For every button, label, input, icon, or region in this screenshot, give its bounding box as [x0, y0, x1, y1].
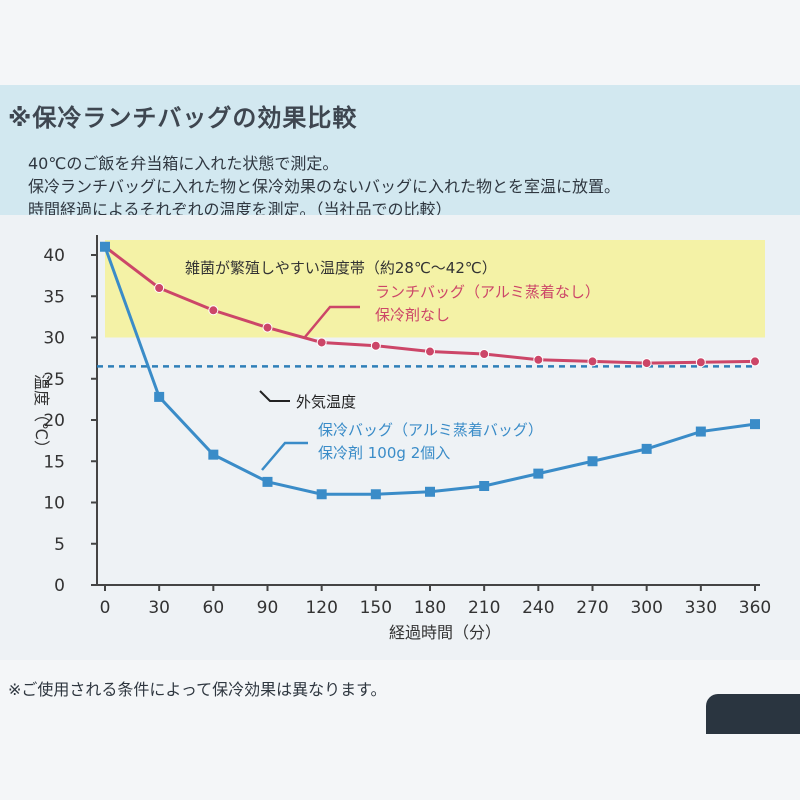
- x-tick-label: 210: [468, 598, 500, 618]
- x-tick-label: 300: [630, 598, 662, 618]
- data-point: [370, 340, 381, 351]
- data-point: [587, 356, 598, 367]
- data-point: [316, 337, 327, 348]
- description-line-1: 40℃のご飯を弁当箱に入れた状態で測定。: [28, 154, 339, 173]
- data-point: [479, 349, 490, 359]
- x-tick-label: 180: [414, 598, 446, 618]
- description-line-2: 保冷ランチバッグに入れた物と保冷効果のないバッグに入れた物とを室温に放置。: [28, 177, 621, 196]
- data-point: [750, 356, 760, 367]
- data-point: [587, 456, 598, 467]
- bacteria-band: [105, 240, 765, 338]
- data-point: [208, 449, 219, 460]
- y-tick-label: 10: [43, 494, 65, 514]
- data-point: [750, 419, 760, 430]
- data-point: [154, 283, 165, 293]
- data-point: [262, 476, 273, 487]
- data-point: [695, 357, 706, 368]
- y-tick-label: 35: [43, 287, 65, 307]
- x-axis-label: 経過時間（分）: [389, 623, 501, 642]
- page-title: ※保冷ランチバッグの効果比較: [8, 104, 358, 132]
- blue-series-label-line-1: 保冷バッグ（アルミ蒸着バッグ）: [318, 421, 543, 439]
- data-point: [479, 481, 490, 491]
- data-point: [695, 426, 706, 437]
- axes: 0 5 10 15 20 25 30 35 40 0 30 60 90 120 150 180 210 240 27…: [43, 235, 771, 618]
- y-tick-label: 15: [43, 452, 65, 472]
- data-point: [425, 346, 435, 357]
- x-tick-label: 360: [739, 598, 771, 618]
- y-tick-label: 0: [54, 576, 65, 596]
- y-tick-label: 25: [43, 370, 65, 390]
- series-group: [100, 241, 760, 500]
- data-point: [425, 486, 435, 497]
- corner-decoration: [706, 694, 800, 734]
- data-point: [316, 489, 327, 500]
- data-point: [641, 358, 652, 369]
- red-series-label-line-1: ランチバッグ（アルミ蒸着なし）: [375, 283, 600, 301]
- y-axis-label: 温度（℃）: [32, 374, 51, 456]
- x-tick-label: 150: [360, 598, 392, 618]
- band-label: 雑菌が繁殖しやすい温度帯（約28℃〜42℃）: [185, 259, 497, 277]
- x-tick-label: 330: [685, 598, 717, 618]
- x-tick-label: 90: [257, 598, 279, 618]
- red-series-label-line-2: 保冷剤なし: [375, 306, 450, 324]
- description-line-3: 時間経過によるそれぞれの温度を測定。（当社品での比較）: [28, 200, 452, 219]
- data-point: [262, 322, 273, 333]
- footnote: ※ご使用される条件によって保冷効果は異なります。: [8, 680, 387, 699]
- data-point: [641, 443, 652, 454]
- chart-panel: 雑菌が繁殖しやすい温度帯（約28℃〜42℃） 0 5 10 15 20 25 30 35 40 0…: [0, 215, 800, 660]
- x-tick-label: 60: [203, 598, 225, 618]
- outside-temperature-label: 外気温度: [296, 393, 356, 411]
- red-series-pointer: [304, 305, 360, 338]
- data-point: [208, 305, 219, 316]
- y-tick-label: 40: [43, 246, 65, 266]
- data-point: [533, 468, 544, 479]
- data-point: [370, 489, 381, 500]
- y-tick-label: 30: [43, 329, 65, 349]
- x-tick-label: 30: [148, 598, 170, 618]
- temperature-chart: 雑菌が繁殖しやすい温度帯（約28℃〜42℃） 05101520253035400…: [32, 235, 771, 642]
- blue-series-pointer: [261, 441, 308, 471]
- x-tick-label: 0: [100, 598, 111, 618]
- data-point: [154, 391, 165, 402]
- x-tick-label: 240: [522, 598, 554, 618]
- y-tick-label: 5: [54, 535, 65, 555]
- x-tick-label: 270: [576, 598, 608, 618]
- header-band: [0, 85, 800, 215]
- outside-temperature-pointer: [259, 390, 290, 402]
- x-tick-label: 120: [305, 598, 337, 618]
- blue-series-label-line-2: 保冷剤 100g 2個入: [318, 444, 450, 462]
- y-tick-label: 20: [43, 411, 65, 431]
- data-point: [100, 241, 110, 252]
- data-point: [533, 354, 544, 365]
